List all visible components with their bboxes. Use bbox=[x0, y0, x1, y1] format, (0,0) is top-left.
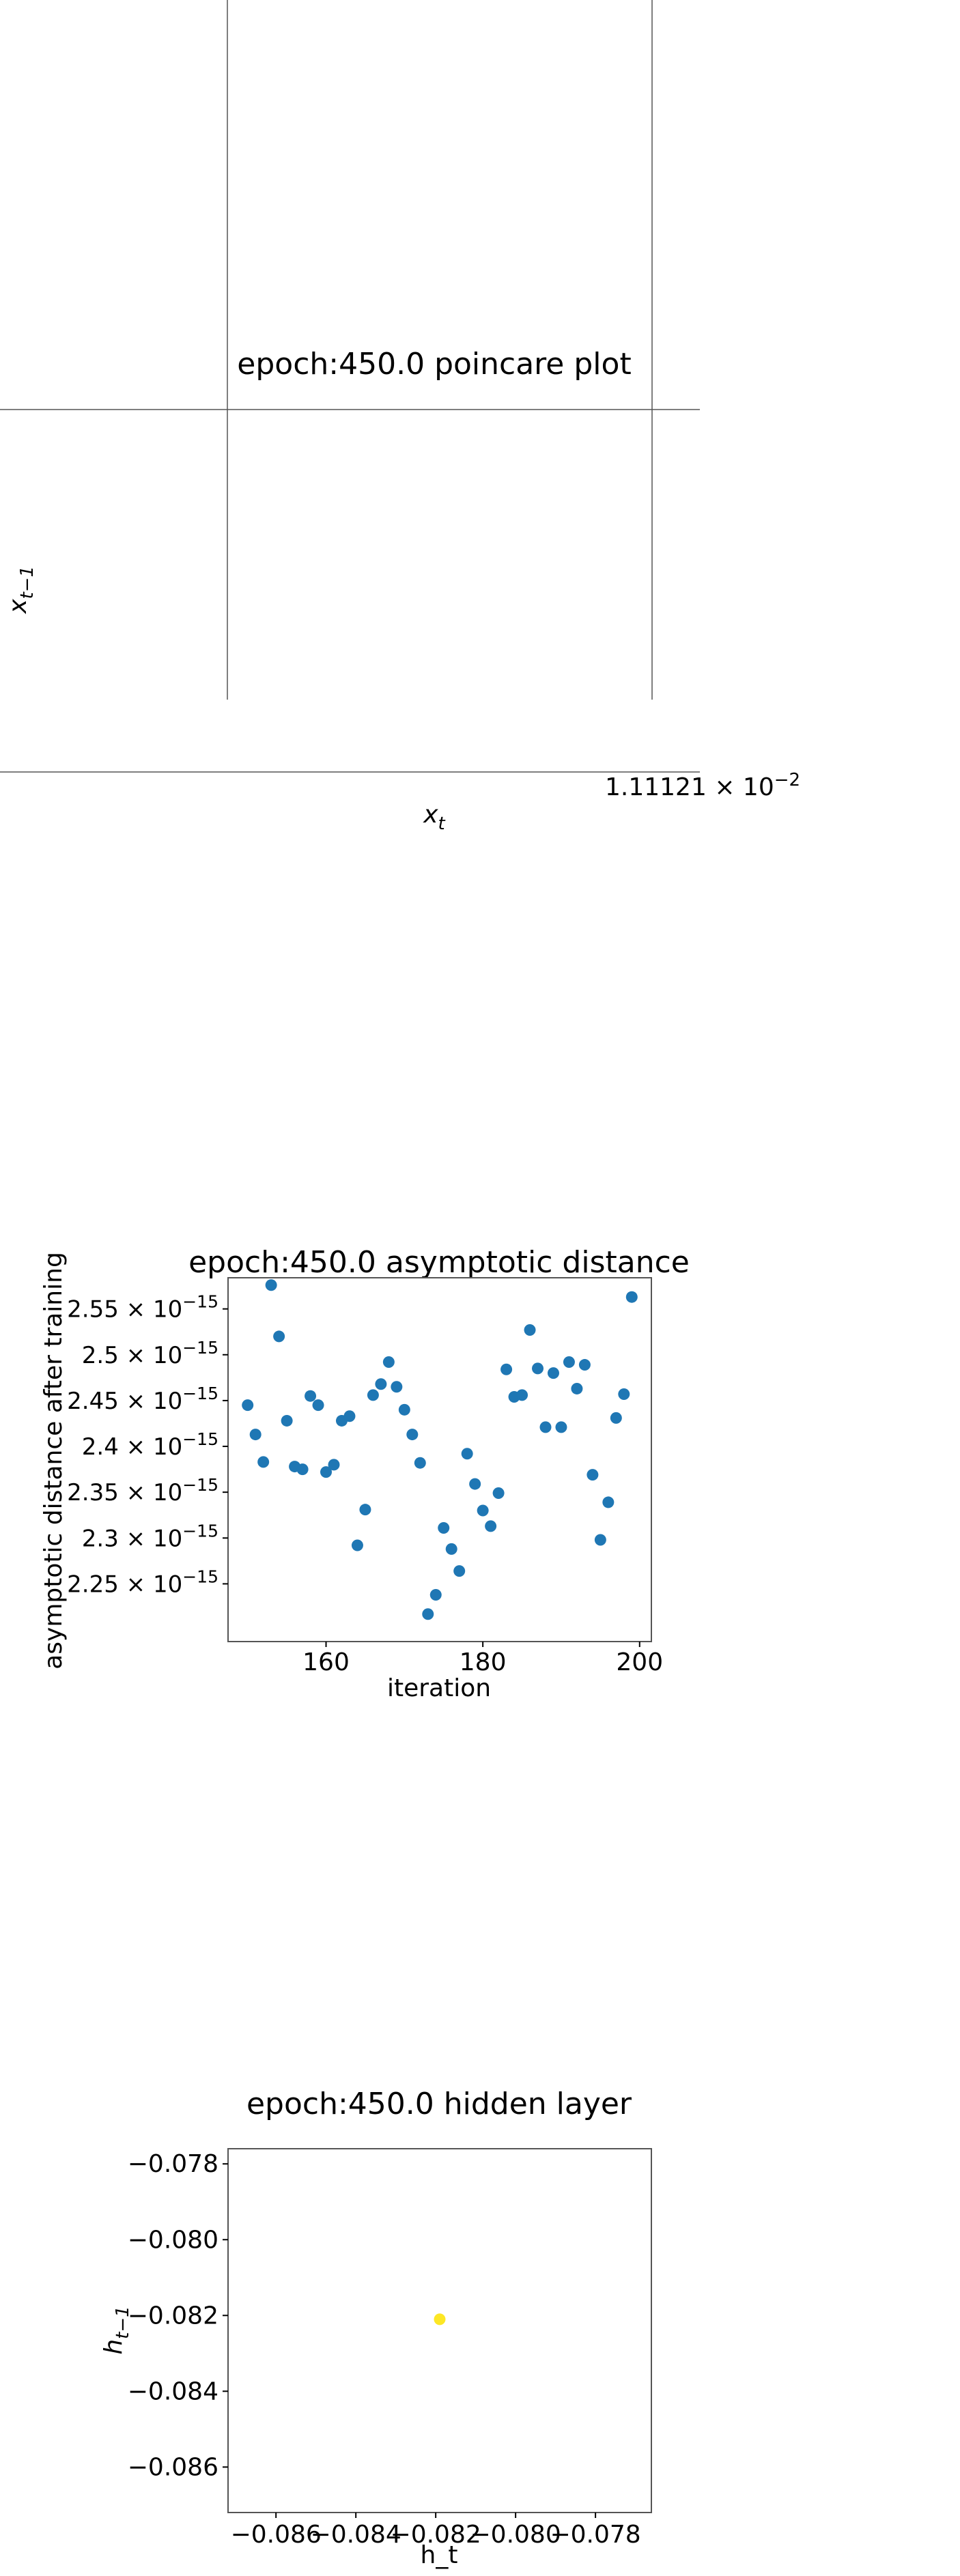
poincare-ylabel: xt−1 bbox=[4, 566, 38, 614]
data-point bbox=[610, 1412, 622, 1424]
y-tick-label: −0.084 bbox=[128, 2377, 218, 2405]
data-point bbox=[500, 1363, 513, 1375]
hidden-plot-area bbox=[227, 2148, 652, 2513]
data-point bbox=[539, 1421, 552, 1433]
y-tick-label: −0.080 bbox=[128, 2226, 218, 2254]
data-point bbox=[414, 1457, 426, 1469]
data-point bbox=[547, 1367, 559, 1379]
y-tick-label: 2.45 × 10−15 bbox=[67, 1384, 218, 1415]
data-point bbox=[594, 1534, 606, 1546]
asymptotic-y-ticks: 2.25 × 10−15 2.3 × 10−15 2.35 × 10−15 2.4 ×… bbox=[67, 1292, 228, 1598]
data-point bbox=[571, 1382, 583, 1394]
poincare-xlabel: xt bbox=[423, 801, 445, 834]
hidden-y-ticks: −0.086 −0.084 −0.082 −0.080 −0.078 bbox=[128, 2150, 228, 2481]
y-tick-label: 2.35 × 10−15 bbox=[67, 1475, 218, 1506]
data-point bbox=[461, 1448, 473, 1460]
data-point bbox=[242, 1399, 254, 1412]
y-tick-label: −0.078 bbox=[128, 2150, 218, 2178]
data-point bbox=[312, 1399, 324, 1412]
data-point bbox=[485, 1520, 497, 1532]
data-point bbox=[305, 1390, 317, 1402]
data-point bbox=[249, 1429, 262, 1441]
data-point bbox=[265, 1279, 277, 1291]
data-point bbox=[516, 1389, 528, 1401]
data-point bbox=[351, 1539, 363, 1551]
poincare-plot: epoch:450.0 poincare plot xt−1 xt 1.1112… bbox=[0, 0, 800, 834]
hidden-xlabel: h_t bbox=[421, 2541, 458, 2569]
data-point bbox=[281, 1414, 293, 1427]
y-tick-label: 2.3 × 10−15 bbox=[82, 1521, 218, 1552]
asymptotic-ylabel: asymptotic distance after training bbox=[40, 1252, 68, 1670]
asymptotic-xlabel: iteration bbox=[387, 1674, 491, 1702]
data-point bbox=[578, 1359, 591, 1371]
hidden-title: epoch:450.0 hidden layer bbox=[246, 2087, 632, 2121]
data-point bbox=[359, 1504, 371, 1516]
x-tick-label: 200 bbox=[616, 1648, 663, 1676]
x-tick-label: −0.084 bbox=[311, 2521, 401, 2549]
y-tick-label: 2.55 × 10−15 bbox=[67, 1292, 218, 1323]
data-point bbox=[532, 1362, 544, 1375]
poincare-title: epoch:450.0 poincare plot bbox=[237, 347, 631, 382]
hidden-ylabel: ht−1 bbox=[100, 2306, 133, 2354]
data-point bbox=[469, 1478, 481, 1490]
data-point bbox=[434, 2313, 446, 2325]
x-tick-label: −0.078 bbox=[550, 2521, 640, 2549]
y-tick-label: −0.082 bbox=[128, 2302, 218, 2330]
data-point bbox=[429, 1589, 442, 1601]
data-point bbox=[492, 1487, 505, 1500]
data-point bbox=[602, 1496, 615, 1508]
data-point bbox=[618, 1388, 630, 1401]
data-point bbox=[477, 1504, 489, 1517]
data-point bbox=[257, 1456, 270, 1468]
data-point bbox=[445, 1543, 457, 1555]
data-point bbox=[343, 1410, 356, 1422]
data-point bbox=[382, 1356, 395, 1369]
y-tick-label: 2.4 × 10−15 bbox=[82, 1429, 218, 1461]
data-point bbox=[273, 1330, 285, 1343]
data-point bbox=[563, 1356, 575, 1369]
x-tick-label: −0.082 bbox=[391, 2521, 481, 2549]
asymptotic-x-ticks: 160 180 200 bbox=[302, 1642, 663, 1676]
data-point bbox=[555, 1421, 567, 1433]
data-point bbox=[328, 1459, 340, 1471]
data-point bbox=[524, 1324, 536, 1336]
data-point bbox=[320, 1466, 333, 1478]
data-point bbox=[587, 1469, 599, 1481]
hidden-x-ticks: −0.086−0.084−0.082−0.080−0.078 bbox=[231, 2513, 641, 2549]
data-point bbox=[438, 1522, 450, 1534]
x-tick-label: −0.086 bbox=[231, 2521, 322, 2549]
asymptotic-title: epoch:450.0 asymptotic distance bbox=[188, 1245, 690, 1280]
y-tick-label: −0.086 bbox=[128, 2453, 218, 2481]
y-tick-label: 2.5 × 10−15 bbox=[82, 1338, 218, 1369]
hidden-layer-chart: epoch:450.0 hidden layer −0.086−0.084−0.… bbox=[100, 2087, 652, 2569]
data-point bbox=[391, 1381, 403, 1393]
asymptotic-points bbox=[242, 1279, 638, 1620]
data-point bbox=[367, 1389, 379, 1401]
x-tick-label: −0.080 bbox=[470, 2521, 561, 2549]
asymptotic-plot-area bbox=[227, 1277, 652, 1642]
poincare-offset-text: 1.11121 × 10−2 bbox=[605, 770, 800, 801]
data-point bbox=[375, 1378, 387, 1390]
x-tick-label: 180 bbox=[460, 1648, 507, 1676]
x-tick-label: 160 bbox=[302, 1648, 350, 1676]
asymptotic-distance-chart: epoch:450.0 asymptotic distance 2.25 × 1… bbox=[40, 1245, 690, 1702]
y-tick-label: 2.25 × 10−15 bbox=[67, 1566, 218, 1598]
data-point bbox=[422, 1608, 434, 1620]
hidden-points bbox=[434, 2313, 446, 2325]
data-point bbox=[453, 1565, 466, 1577]
data-point bbox=[296, 1463, 309, 1476]
data-point bbox=[625, 1291, 638, 1303]
data-point bbox=[406, 1429, 419, 1441]
data-point bbox=[398, 1403, 410, 1416]
